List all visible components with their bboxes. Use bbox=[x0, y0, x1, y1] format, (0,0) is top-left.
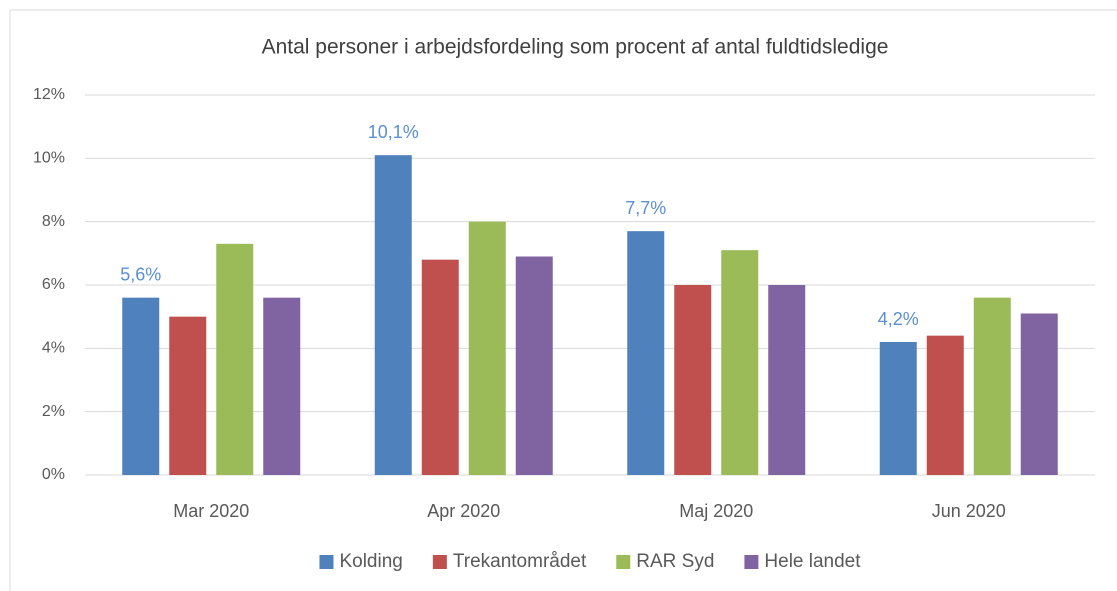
bar bbox=[421, 259, 459, 475]
bar bbox=[721, 250, 759, 475]
legend-label: Hele landet bbox=[764, 551, 861, 572]
y-tick-label: 12% bbox=[33, 86, 65, 103]
legend-label: RAR Syd bbox=[636, 551, 714, 572]
bar bbox=[1020, 313, 1058, 475]
y-tick-label: 6% bbox=[42, 276, 65, 293]
chart-border bbox=[9, 9, 1117, 591]
bar bbox=[879, 342, 917, 475]
bar bbox=[674, 285, 712, 475]
legend-label: Trekantområdet bbox=[453, 551, 587, 572]
y-tick-label: 4% bbox=[42, 340, 65, 357]
bar bbox=[169, 316, 207, 475]
data-label: 4,2% bbox=[878, 309, 919, 329]
bar bbox=[468, 221, 506, 475]
legend-swatch bbox=[432, 555, 447, 569]
legend-swatch bbox=[744, 555, 759, 569]
bar bbox=[515, 256, 553, 475]
x-tick-label: Jun 2020 bbox=[932, 501, 1006, 521]
y-tick-label: 0% bbox=[42, 466, 65, 483]
bar bbox=[926, 335, 964, 475]
chart-title: Antal personer i arbejdsfordeling som pr… bbox=[262, 36, 889, 59]
bar bbox=[122, 297, 160, 475]
y-tick-label: 2% bbox=[42, 403, 65, 420]
bar bbox=[263, 297, 301, 475]
data-label: 7,7% bbox=[625, 198, 666, 218]
data-label: 10,1% bbox=[368, 122, 419, 142]
y-tick-label: 8% bbox=[42, 213, 65, 230]
x-tick-label: Apr 2020 bbox=[427, 501, 500, 521]
bar bbox=[374, 155, 412, 475]
y-tick-label: 10% bbox=[33, 150, 65, 167]
bar bbox=[627, 231, 665, 475]
data-label: 5,6% bbox=[120, 264, 161, 284]
bar bbox=[973, 297, 1011, 475]
legend-swatch bbox=[616, 555, 631, 569]
legend-swatch bbox=[319, 555, 334, 569]
bar bbox=[768, 285, 806, 475]
legend-label: Kolding bbox=[339, 551, 402, 572]
bar bbox=[216, 243, 254, 475]
x-tick-label: Mar 2020 bbox=[173, 501, 249, 521]
x-tick-label: Maj 2020 bbox=[679, 501, 753, 521]
